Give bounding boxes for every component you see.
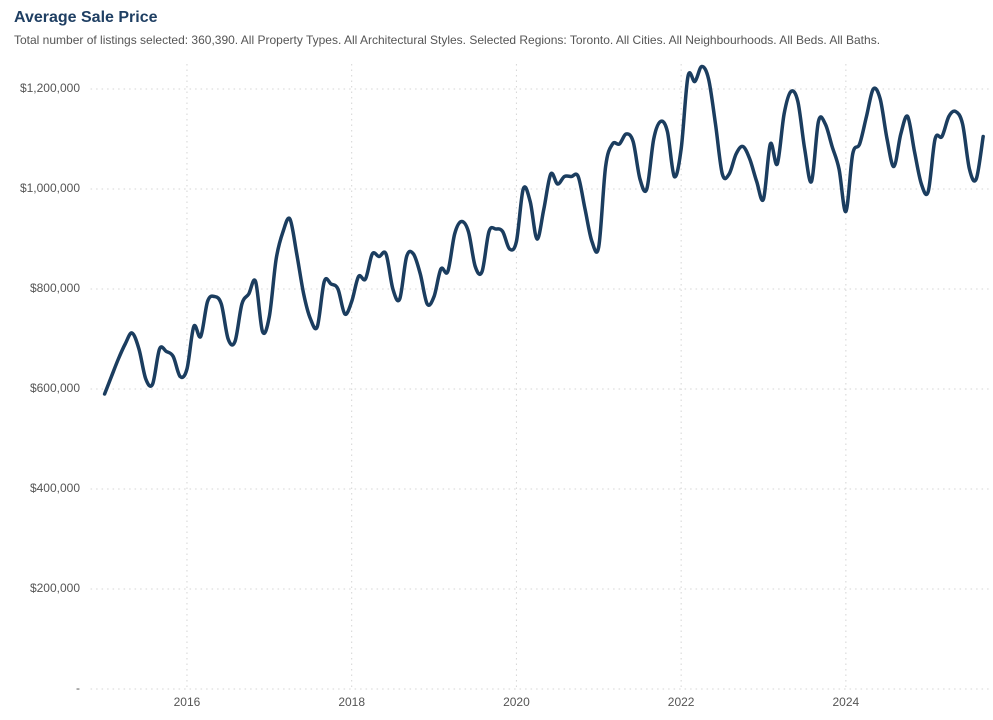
y-tick-label: - xyxy=(76,681,80,695)
x-tick-label: 2020 xyxy=(503,695,530,709)
y-tick-label: $600,000 xyxy=(30,381,80,395)
y-tick-label: $800,000 xyxy=(30,281,80,295)
y-tick-label: $200,000 xyxy=(30,581,80,595)
y-tick-label: $1,200,000 xyxy=(20,81,80,95)
x-tick-label: 2016 xyxy=(174,695,201,709)
line-series xyxy=(102,64,985,396)
chart-subtitle: Total number of listings selected: 360,3… xyxy=(14,33,880,47)
x-tick-label: 2022 xyxy=(668,695,695,709)
y-tick-label: $400,000 xyxy=(30,481,80,495)
x-tick-label: 2018 xyxy=(338,695,365,709)
chart-title: Average Sale Price xyxy=(14,9,158,26)
y-tick-label: $1,000,000 xyxy=(20,181,80,195)
x-tick-label: 2024 xyxy=(833,695,860,709)
